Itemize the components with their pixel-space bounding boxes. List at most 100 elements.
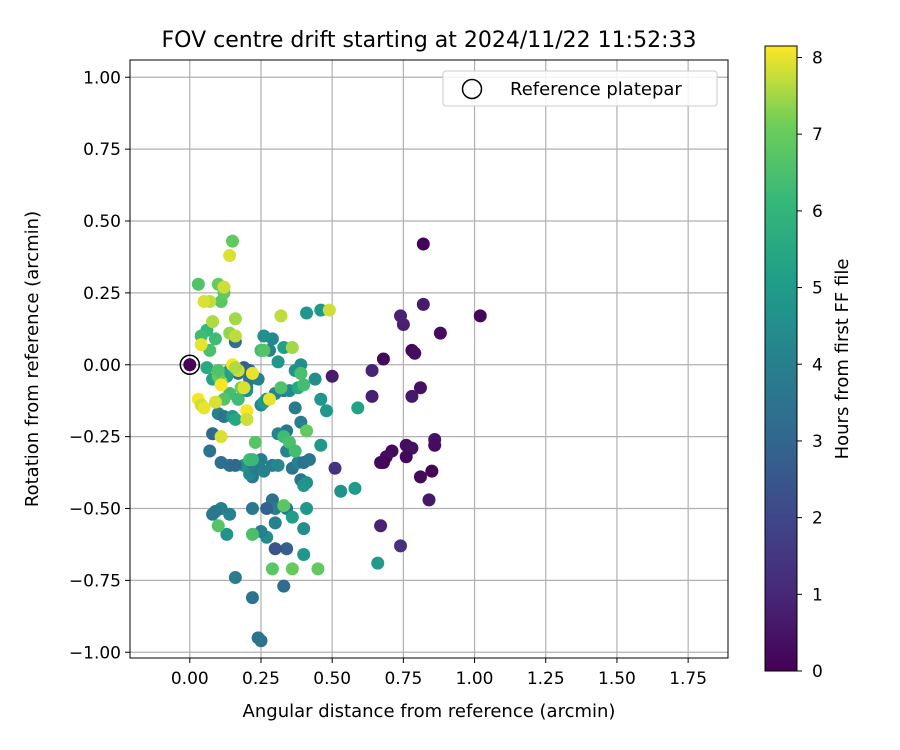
data-point xyxy=(245,366,259,380)
data-point xyxy=(433,326,447,340)
data-point xyxy=(226,234,240,248)
y-tick-label: −0.50 xyxy=(69,500,121,520)
x-tick-label: 0.75 xyxy=(384,669,422,689)
data-point xyxy=(314,438,328,452)
data-point xyxy=(228,571,242,584)
data-point xyxy=(237,381,251,395)
data-point xyxy=(211,364,225,377)
data-point xyxy=(413,381,427,395)
x-axis-ticks: 0.00 0.25 0.50 0.75 1.00 1.25 1.50 1.75 xyxy=(171,658,707,689)
x-tick-label: 1.00 xyxy=(456,669,494,689)
data-point xyxy=(297,479,311,492)
data-point xyxy=(416,237,430,251)
data-point xyxy=(263,392,277,406)
y-tick-label: 0.75 xyxy=(83,140,121,160)
y-tick-label: −0.25 xyxy=(69,428,121,448)
y-tick-label: 0.00 xyxy=(83,356,121,376)
x-axis-label: Angular distance from reference (arcmin) xyxy=(243,701,616,722)
data-point xyxy=(334,484,348,498)
data-point xyxy=(285,510,299,524)
data-point xyxy=(191,277,205,291)
data-point xyxy=(228,312,242,326)
y-tick-label: 0.50 xyxy=(83,212,121,232)
data-point xyxy=(194,338,208,352)
data-point xyxy=(294,366,308,380)
data-point xyxy=(428,438,442,452)
data-point xyxy=(473,309,487,323)
data-point xyxy=(260,502,274,515)
data-point xyxy=(394,309,408,323)
data-point xyxy=(217,280,231,294)
data-point xyxy=(200,361,214,375)
data-point xyxy=(408,346,422,360)
data-point xyxy=(274,381,288,395)
legend: Reference platepar xyxy=(442,70,718,107)
data-point xyxy=(374,519,388,533)
data-point xyxy=(268,542,282,556)
data-point xyxy=(297,378,311,392)
data-point xyxy=(394,539,408,553)
data-point xyxy=(319,404,333,418)
data-point xyxy=(285,562,299,576)
data-point xyxy=(288,444,302,458)
x-tick-label: 0.00 xyxy=(171,669,209,689)
data-point xyxy=(285,341,299,354)
data-points xyxy=(179,234,487,648)
data-point xyxy=(268,516,282,530)
chart-title: FOV centre drift starting at 2024/11/22 … xyxy=(162,28,697,53)
x-tick-label: 0.25 xyxy=(242,669,280,689)
colorbar-label: Hours from first FF file xyxy=(832,259,853,460)
colorbar-ticks: 0 1 2 3 4 5 6 7 8 xyxy=(797,49,823,682)
data-point xyxy=(288,401,302,415)
data-point xyxy=(208,504,222,518)
data-point xyxy=(297,522,311,536)
colorbar-tick-label: 6 xyxy=(812,202,823,222)
data-point xyxy=(211,519,225,533)
data-point xyxy=(374,456,388,469)
data-point xyxy=(371,556,385,570)
x-tick-label: 1.75 xyxy=(669,669,707,689)
data-point xyxy=(376,352,390,366)
colorbar-tick-label: 1 xyxy=(812,585,823,605)
y-tick-label: 0.25 xyxy=(83,284,121,304)
data-point xyxy=(245,527,259,541)
reference-platepar-marker xyxy=(179,354,201,375)
data-point xyxy=(425,464,439,478)
data-point xyxy=(271,355,285,369)
data-point xyxy=(228,412,242,426)
data-point xyxy=(245,453,259,467)
legend-box xyxy=(442,70,718,107)
x-tick-label: 0.50 xyxy=(313,669,351,689)
y-axis-label: Rotation from reference (arcmin) xyxy=(22,211,43,507)
data-point xyxy=(203,444,217,458)
colorbar-tick-label: 5 xyxy=(812,279,823,299)
data-point xyxy=(214,378,228,392)
data-point xyxy=(322,303,336,317)
data-point xyxy=(274,309,288,323)
colorbar: 0 1 2 3 4 5 6 7 8 Hours from first FF file xyxy=(764,45,853,682)
data-point xyxy=(416,297,430,311)
colorbar-tick-label: 7 xyxy=(812,125,823,145)
data-point xyxy=(214,456,228,469)
y-axis-ticks: 1.00 0.75 0.50 0.25 0.00 −0.25 −0.50 −0.75 −1.00 xyxy=(69,68,130,663)
data-point xyxy=(365,389,379,403)
y-tick-label: −1.00 xyxy=(69,643,121,663)
data-point xyxy=(245,502,259,515)
data-point xyxy=(248,435,262,449)
colorbar-tick-label: 8 xyxy=(812,49,823,69)
data-point xyxy=(228,458,242,472)
data-point xyxy=(206,315,220,329)
colorbar-tick-label: 3 xyxy=(812,432,823,452)
colorbar-tick-label: 0 xyxy=(812,662,823,682)
data-point xyxy=(208,395,222,409)
colorbar-tick-label: 4 xyxy=(812,355,823,375)
data-point xyxy=(314,392,328,406)
data-point xyxy=(297,548,311,561)
legend-label: Reference platepar xyxy=(510,79,682,100)
data-point xyxy=(271,458,285,472)
data-point xyxy=(300,502,314,515)
data-point xyxy=(214,430,228,444)
data-point xyxy=(277,579,291,593)
data-point xyxy=(251,631,265,645)
